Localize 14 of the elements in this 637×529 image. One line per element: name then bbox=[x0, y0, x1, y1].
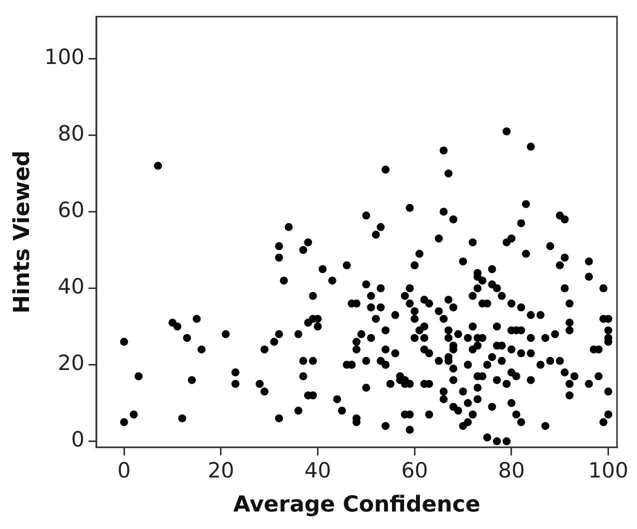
y-tick-label: 100 bbox=[44, 45, 84, 70]
x-tick-label: 40 bbox=[304, 458, 332, 482]
y-tick-label: 60 bbox=[58, 198, 84, 222]
y-tick-label: 40 bbox=[58, 274, 84, 299]
x-tick-label: 60 bbox=[401, 458, 428, 482]
x-axis-title: Average Confidence bbox=[233, 492, 480, 518]
x-tick-label: 20 bbox=[208, 458, 234, 482]
x-tick-label: 100 bbox=[588, 458, 628, 482]
y-tick-label: 80 bbox=[58, 122, 84, 146]
y-tick-label: 20 bbox=[58, 351, 84, 376]
x-tick-label: 80 bbox=[498, 458, 525, 482]
x-tick-label: 0 bbox=[117, 458, 131, 482]
y-tick-label: 0 bbox=[71, 428, 84, 452]
y-axis-title: Hints Viewed bbox=[10, 150, 35, 314]
